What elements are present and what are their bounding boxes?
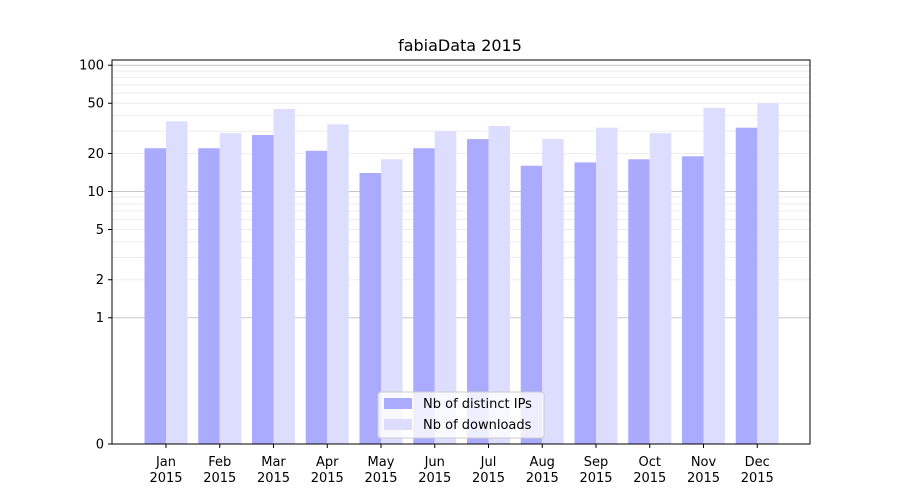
y-tick-label: 1 [96,311,104,326]
x-tick-label-year: 2015 [526,471,559,486]
y-axis: 0 1 2 5 10 20 50 100 [79,59,112,453]
bar-downloads [381,159,403,445]
legend: Nb of distinct IPs Nb of downloads [377,391,545,439]
bar-distinct-ips [735,127,758,445]
bar-distinct-ips [574,162,596,444]
bar-distinct-ips [359,173,381,444]
x-tick-label-month: Jul [480,455,497,470]
bar-distinct-ips [413,148,435,444]
bar-downloads [434,131,457,444]
bars [144,103,779,445]
bar-downloads [757,103,779,444]
x-tick-label-month: Nov [691,455,717,470]
legend-swatch [384,419,412,430]
x-tick-label-year: 2015 [633,471,666,486]
y-tick-label: 20 [87,147,104,162]
x-tick-label-year: 2015 [203,471,236,486]
x-tick-label-month: Apr [316,455,339,470]
bar-distinct-ips [252,135,274,444]
chart-title: fabiaData 2015 [398,36,522,55]
y-tick-label: 0 [96,438,104,453]
bar-downloads [327,124,349,444]
x-tick-label-month: Jun [424,455,445,470]
y-tick-label: 10 [87,185,104,200]
bar-distinct-ips [198,148,220,444]
x-tick-label-month: Mar [261,455,286,470]
bar-downloads [273,109,295,444]
x-tick-label-year: 2015 [149,471,182,486]
x-tick-label-month: Dec [745,455,770,470]
x-tick-label-month: Jan [155,455,176,470]
x-tick-label-year: 2015 [741,471,774,486]
plot-frame [111,59,811,445]
bar-downloads [703,107,725,444]
bar-distinct-ips [144,148,166,444]
bar-distinct-ips [305,150,328,444]
bar-distinct-ips [467,139,489,444]
x-tick-label-month: Aug [530,455,555,470]
x-tick-label-month: Oct [639,455,661,470]
legend-box [377,391,545,439]
x-tick-label-year: 2015 [364,471,397,486]
x-tick-label-year: 2015 [687,471,720,486]
bar-distinct-ips [628,159,650,445]
legend-swatch [384,398,412,409]
y-tick-label: 5 [96,223,104,238]
x-tick-label-year: 2015 [311,471,344,486]
x-tick-label-month: May [368,455,395,470]
bar-downloads [219,133,242,445]
x-tick-label-month: Feb [208,455,231,470]
y-tick-label: 100 [79,59,104,74]
x-axis: Jan2015Feb2015Mar2015Apr2015May2015Jun20… [149,444,774,486]
legend-label: Nb of downloads [423,418,532,433]
bar-downloads [542,139,564,444]
x-tick-label-year: 2015 [257,471,290,486]
y-tick-label: 2 [96,273,104,288]
x-tick-label-year: 2015 [418,471,451,486]
x-tick-label-year: 2015 [472,471,505,486]
y-tick-label: 50 [87,97,104,112]
bar-downloads [649,133,672,445]
bar-downloads [166,121,188,444]
legend-label: Nb of distinct IPs [423,397,532,412]
bar-distinct-ips [520,165,543,444]
x-tick-label-year: 2015 [579,471,612,486]
bar-downloads [488,126,510,444]
bar-distinct-ips [682,156,704,444]
x-tick-label-month: Sep [584,455,609,470]
bar-downloads [596,127,618,445]
